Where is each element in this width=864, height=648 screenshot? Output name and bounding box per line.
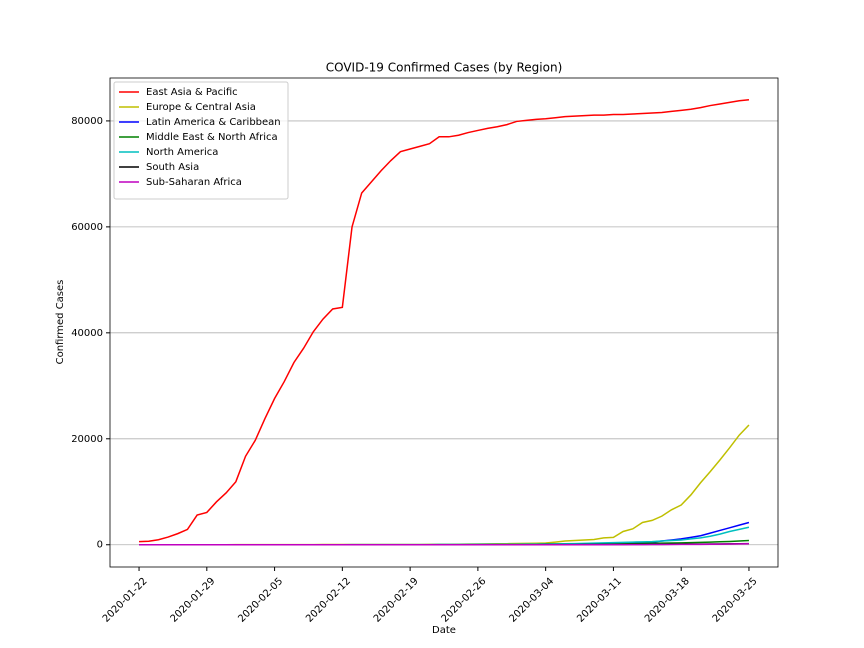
y-tick-label: 40000: [71, 328, 103, 339]
x-tick-label: 2020-01-22: [101, 576, 150, 625]
legend-box: [113, 81, 289, 200]
y-tick-label: 80000: [71, 116, 103, 127]
series-line: [139, 424, 750, 546]
legend: East Asia & Pacific Europe & Central Asia…: [113, 81, 289, 200]
x-tick-label: 2020-02-19: [372, 576, 421, 625]
x-tick-label: 2020-03-11: [575, 576, 624, 625]
x-tick-label: 2020-03-25: [711, 576, 760, 625]
legend-label: East Asia & Pacific: [146, 87, 238, 98]
legend-label: Latin America & Caribbean: [146, 117, 281, 128]
x-tick-label: 2020-02-12: [304, 576, 353, 625]
series-line: [139, 542, 749, 546]
y-tick-label: 60000: [71, 222, 103, 233]
x-tick-label: 2020-02-26: [440, 576, 489, 625]
y-axis-label: Confirmed Cases: [55, 280, 66, 365]
x-tick-label: 2020-02-05: [236, 576, 285, 625]
plot-frame: [109, 77, 779, 568]
y-tick-label: 20000: [71, 434, 103, 445]
legend-label: Sub-Saharan Africa: [146, 177, 242, 188]
legend-label: Europe & Central Asia: [146, 102, 256, 113]
x-tick-label: 2020-03-04: [507, 576, 556, 625]
x-axis-label: Date: [432, 625, 456, 636]
legend-label: North America: [146, 147, 218, 158]
x-tick-label: 2020-03-18: [643, 576, 692, 625]
legend-label: Middle East & North Africa: [146, 132, 278, 143]
y-tick-label: 0: [97, 540, 103, 551]
series-line: [139, 98, 750, 543]
x-tick-label: 2020-01-29: [169, 576, 218, 625]
legend-label: South Asia: [146, 162, 199, 173]
chart-title: COVID-19 Confirmed Cases (by Region): [326, 61, 563, 75]
